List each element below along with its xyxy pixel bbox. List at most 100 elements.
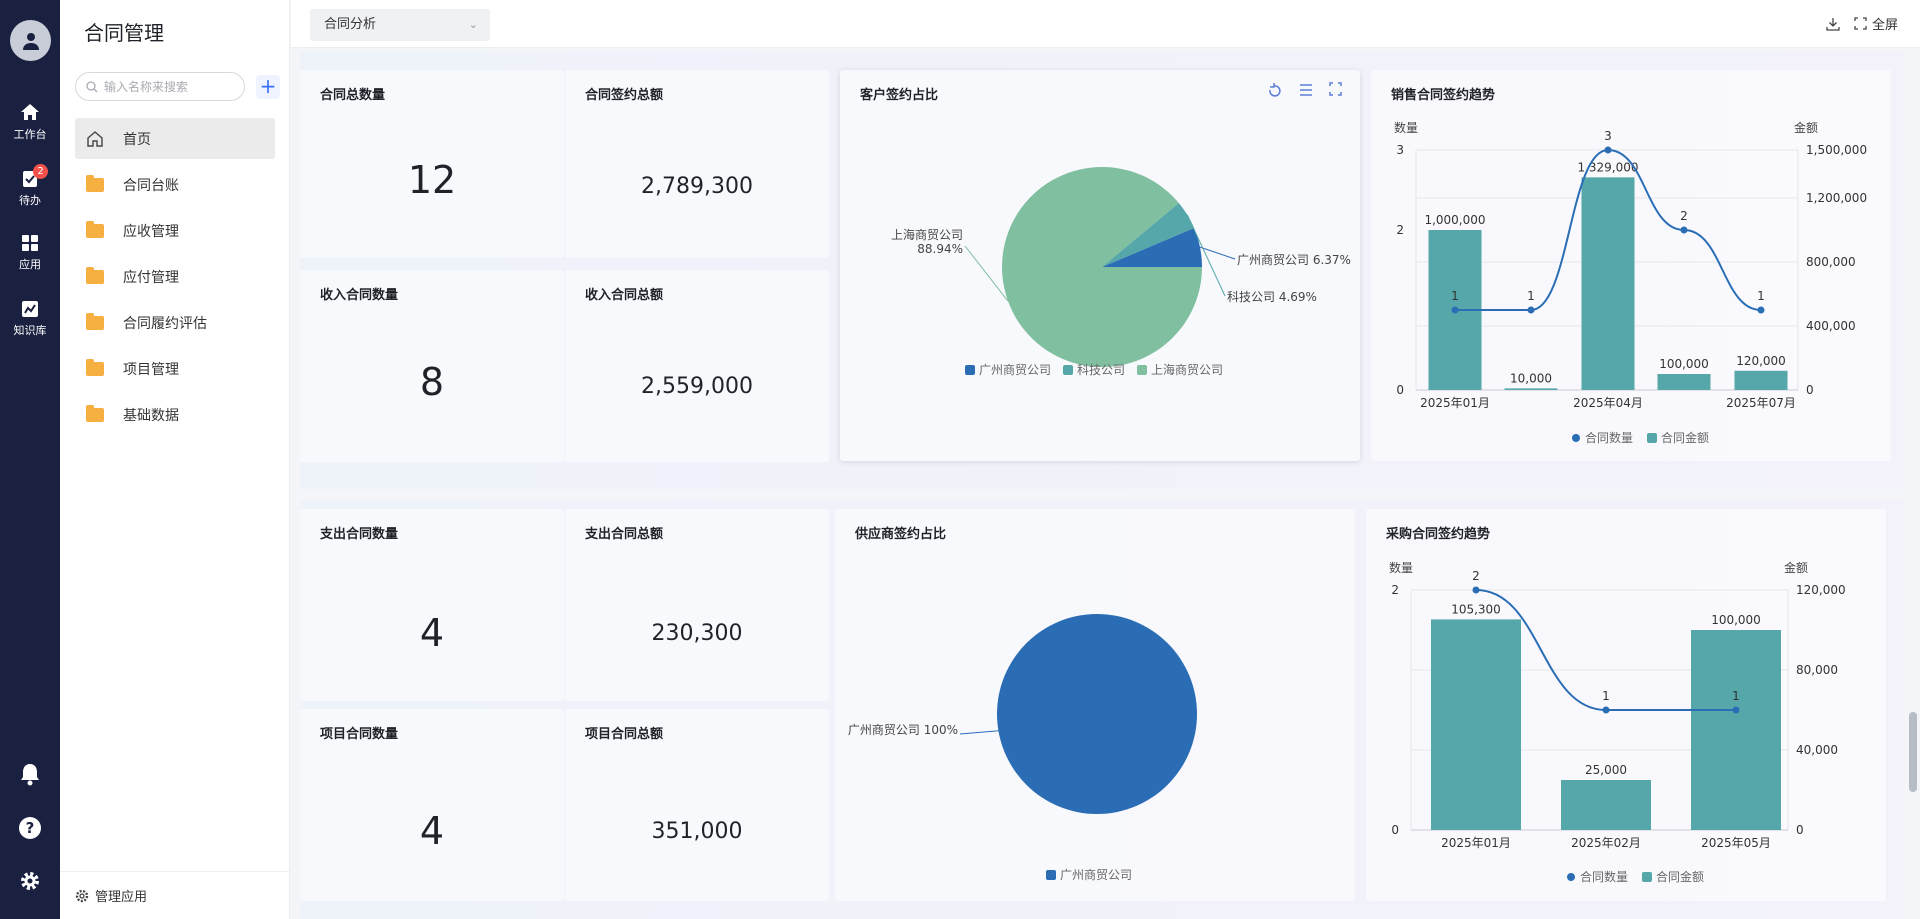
kpi-value: 230,300 [651, 621, 743, 646]
bar-data-label: 1,329,000 [1577, 160, 1638, 174]
kpi-value: 351,000 [651, 819, 743, 844]
pie-slice [1002, 166, 1202, 367]
download-icon[interactable] [1826, 17, 1840, 31]
legend-swatch [1063, 365, 1073, 375]
sidebar-item-base-data[interactable]: 基础数据 [75, 394, 275, 435]
kpi-value: 8 [419, 360, 445, 404]
app-rail: 工作台 2 待办 应用 知识库 ? [0, 0, 60, 919]
purchase-trend-chart: 数量 金额 0 40,000 80,000 120,000 0 2 105,300 25,000 1… [1389, 560, 1846, 884]
line-data-label: 2 [1472, 569, 1480, 583]
legend-swatch [1572, 434, 1580, 442]
sidebar-item-performance[interactable]: 合同履约评估 [75, 302, 275, 343]
kpi-value: 4 [419, 809, 445, 853]
home-outline-icon [85, 129, 105, 149]
line-point [1757, 306, 1765, 314]
pie-slice [1102, 202, 1195, 267]
kpi-card-income-amount: 收入合同总额 2,559,000 [565, 270, 829, 462]
legend-label: 合同金额 [1661, 430, 1709, 445]
pie-label-line [964, 245, 1009, 302]
bar [1734, 370, 1788, 390]
notifications-button[interactable] [0, 762, 60, 786]
folder-icon [85, 404, 105, 425]
fullscreen-button[interactable]: 全屏 [1854, 14, 1898, 33]
scrollbar-thumb[interactable] [1909, 712, 1917, 792]
dashboard-selector[interactable]: 合同分析 ⌄ [310, 9, 490, 41]
folder-icon [85, 266, 105, 287]
expand-icon[interactable] [1329, 82, 1342, 96]
legend-swatch [1567, 873, 1575, 881]
bar [1431, 619, 1521, 830]
line-data-label: 1 [1602, 689, 1610, 703]
bar-data-label: 120,000 [1736, 354, 1786, 368]
refresh-icon[interactable] [1269, 83, 1281, 97]
folder-icon [85, 174, 105, 195]
legend-label: 合同数量 [1580, 869, 1628, 884]
chart-title: 供应商签约占比 [855, 527, 947, 542]
y-tick-left: 0 [1391, 823, 1399, 837]
kpi-title: 支出合同总额 [585, 527, 664, 542]
y-tick-right: 1,200,000 [1806, 191, 1867, 205]
bar-data-label: 1,000,000 [1424, 213, 1485, 227]
kpi-card-project-amount: 项目合同总额 351,000 [565, 709, 829, 901]
supplier-pie-card: 供应商签约占比 广州商贸公司 100% 广州商贸公司 [835, 509, 1355, 901]
menu-icon[interactable] [1300, 84, 1312, 96]
x-tick-label: 2025年07月 [1726, 396, 1796, 410]
legend-label: 广州商贸公司 [1060, 867, 1132, 882]
add-button[interactable]: + [256, 75, 280, 99]
kpi-title: 收入合同总额 [585, 288, 664, 303]
kpi-card-expense-count: 支出合同数量 4 [300, 509, 564, 701]
svg-text:?: ? [26, 819, 35, 837]
bar-data-label: 25,000 [1585, 763, 1627, 777]
apps-grid-icon [22, 235, 38, 251]
y-tick-right: 0 [1806, 383, 1814, 397]
rail-item-knowledge[interactable]: 知识库 [0, 300, 60, 338]
sidebar-item-receivables[interactable]: 应收管理 [75, 210, 275, 251]
app-title: 合同管理 [84, 21, 164, 45]
legend-label: 上海商贸公司 [1151, 362, 1223, 377]
fullscreen-label: 全屏 [1871, 18, 1898, 33]
sidebar-item-contract-ledger[interactable]: 合同台账 [75, 164, 275, 205]
sidebar-item-label: 合同台账 [123, 177, 179, 194]
kpi-card-income-count: 收入合同数量 8 [300, 270, 564, 462]
customer-pie-card: 客户签约占比 广州商贸公司 6.37% 科技公司 4.69% 上海商贸公司 88.94… [840, 70, 1360, 461]
kpi-card-project-count: 项目合同数量 4 [300, 709, 564, 901]
rail-item-apps[interactable]: 应用 [0, 234, 60, 272]
bar-data-label: 10,000 [1510, 371, 1552, 385]
line-data-label: 1 [1527, 289, 1535, 303]
kpi-card-total-count: 合同总数量 12 [300, 70, 564, 258]
y-axis-left-title: 数量 [1394, 120, 1418, 135]
purchase-trend-card: 采购合同签约趋势 数量 金额 0 40,000 80,000 120,000 0 2 105,3… [1366, 509, 1886, 901]
user-avatar[interactable] [10, 20, 51, 61]
chart-title: 销售合同签约趋势 [1391, 88, 1496, 103]
kpi-title: 支出合同数量 [320, 527, 399, 542]
sidebar-item-home[interactable]: 首页 [75, 118, 275, 159]
knowledge-chart-icon [22, 301, 38, 317]
x-tick-label: 2025年04月 [1573, 396, 1643, 410]
rail-item-workbench[interactable]: 工作台 [0, 102, 60, 142]
line-data-label: 1 [1757, 289, 1765, 303]
search-input[interactable] [104, 79, 234, 94]
legend-swatch [965, 365, 975, 375]
kpi-title: 项目合同数量 [320, 727, 399, 742]
line-point [1732, 706, 1740, 714]
page-scrollbar[interactable] [1909, 52, 1917, 912]
kpi-value: 12 [407, 158, 457, 202]
legend-label: 广州商贸公司 [979, 362, 1051, 377]
manage-app-label: 管理应用 [95, 890, 148, 905]
settings-button[interactable] [0, 870, 60, 892]
search-box[interactable] [75, 72, 245, 101]
top-actions: 全屏 [1826, 14, 1898, 33]
line-point [1604, 146, 1612, 154]
kpi-title: 项目合同总额 [585, 727, 664, 742]
bar [1657, 374, 1711, 390]
manage-app-button[interactable]: 管理应用 [60, 871, 289, 919]
legend-label: 合同金额 [1656, 869, 1704, 884]
line-point [1451, 306, 1459, 314]
help-button[interactable]: ? [0, 816, 60, 840]
sidebar-item-projects[interactable]: 项目管理 [75, 348, 275, 389]
bar [1561, 780, 1651, 830]
kpi-card-expense-amount: 支出合同总额 230,300 [565, 509, 829, 701]
sidebar-item-payables[interactable]: 应付管理 [75, 256, 275, 297]
rail-item-todo[interactable]: 2 待办 [0, 164, 60, 208]
kpi-card-total-amount: 合同签约总额 2,789,300 [565, 70, 829, 258]
